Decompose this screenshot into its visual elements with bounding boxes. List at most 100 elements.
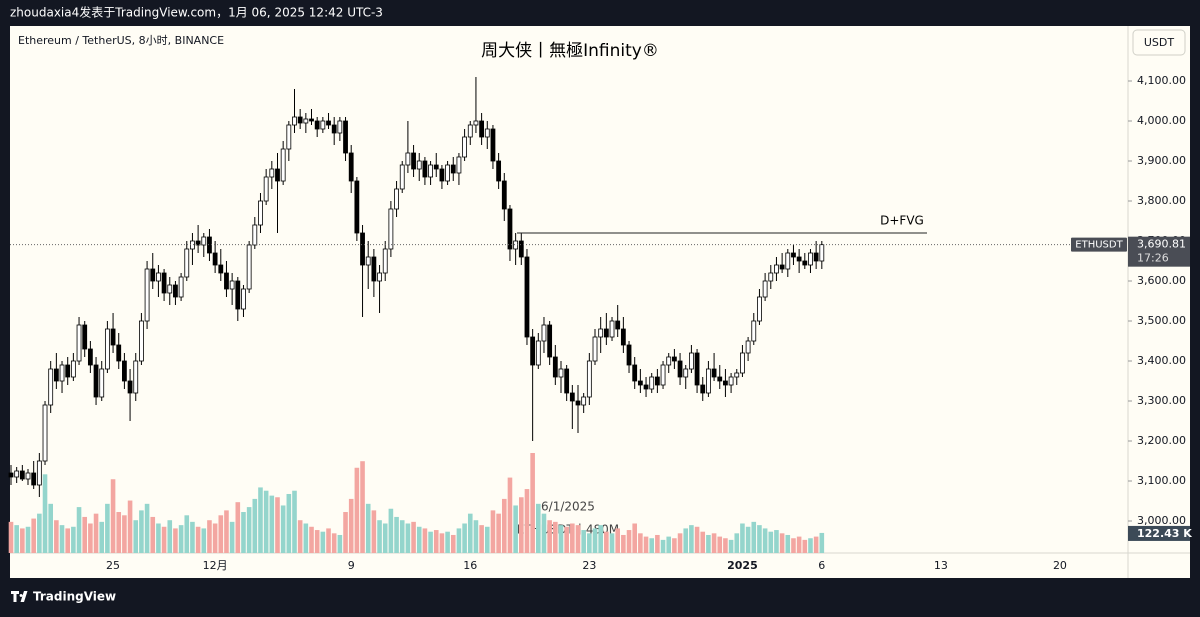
- volume-bar: [275, 497, 280, 553]
- volume-bar: [190, 521, 195, 553]
- volume-bar: [377, 520, 382, 553]
- volume-bar: [99, 521, 105, 553]
- volume-bar: [365, 503, 371, 553]
- volume-bar: [258, 487, 263, 553]
- candle-body: [740, 352, 745, 374]
- footer-brand: TradingView: [33, 590, 116, 604]
- volume-bar: [433, 530, 439, 553]
- volume-bar: [54, 520, 59, 553]
- currency-label: USDT: [1144, 36, 1175, 49]
- volume-bar: [110, 479, 116, 553]
- candle-body: [581, 396, 587, 406]
- volume-bar: [31, 518, 36, 553]
- volume-bar: [808, 538, 813, 553]
- volume-bar: [212, 523, 218, 553]
- candle-body: [637, 380, 643, 386]
- volume-bar: [706, 534, 711, 553]
- volume-bar: [632, 523, 637, 553]
- candle-body: [241, 288, 246, 310]
- volume-bar: [779, 533, 785, 553]
- volume-bar: [745, 526, 751, 553]
- currency-button[interactable]: [1132, 29, 1186, 56]
- y-tick-label: 3,200.00: [1137, 434, 1186, 447]
- candle-body: [484, 128, 490, 138]
- volume-bar: [450, 534, 456, 553]
- candle-body: [445, 164, 450, 182]
- candle-body: [785, 252, 791, 270]
- candle-body: [127, 380, 133, 394]
- candle-body: [354, 180, 360, 234]
- candle-body: [467, 124, 473, 138]
- volume-bar: [734, 533, 740, 553]
- candle-body: [87, 348, 93, 366]
- candle-body: [694, 352, 700, 386]
- volume-bar: [246, 507, 252, 553]
- candle-body: [706, 368, 711, 394]
- volume-bar: [48, 503, 53, 553]
- candle-body: [269, 168, 275, 178]
- candle-body: [654, 376, 660, 386]
- ticker-tag: [1071, 237, 1127, 252]
- candle-body: [813, 252, 819, 262]
- y-tick-label: 3,100.00: [1137, 474, 1186, 487]
- y-tick-label: 3,600.00: [1137, 274, 1186, 287]
- volume-bar: [536, 503, 541, 553]
- volume-bar: [156, 523, 161, 553]
- volume-bar: [711, 533, 717, 553]
- volume-bar: [207, 520, 212, 553]
- candle-body: [530, 336, 536, 366]
- volume-bar: [201, 528, 207, 553]
- candle-body: [394, 188, 399, 210]
- volume-bar: [694, 526, 700, 553]
- volume-bar: [320, 531, 326, 553]
- candle-body: [411, 152, 416, 170]
- volume-bar: [411, 521, 416, 553]
- candle-body: [643, 384, 649, 390]
- volume-bar: [354, 467, 360, 553]
- volume-bar: [229, 521, 235, 553]
- symbol-info: Ethereum / TetherUS, 8小时, BINANCE: [18, 34, 224, 47]
- x-tick-label: 25: [106, 559, 120, 572]
- candle-body: [31, 472, 37, 486]
- volume-bar: [689, 525, 694, 553]
- y-tick-label: 3,400.00: [1137, 354, 1186, 367]
- candle-body: [8, 472, 14, 478]
- candle-body: [479, 120, 485, 138]
- candle-body: [439, 168, 445, 182]
- candle-body: [564, 368, 570, 394]
- volume-bar: [280, 505, 286, 553]
- candle-body: [473, 120, 479, 126]
- candle-body: [660, 364, 666, 386]
- candle-body: [496, 160, 502, 182]
- candle-body: [405, 152, 411, 166]
- volume-bar: [666, 536, 672, 553]
- fvg-label: D+FVG: [880, 214, 924, 228]
- candle-body: [450, 164, 456, 174]
- candle-body: [48, 368, 54, 406]
- volume-bar: [740, 523, 745, 553]
- volume-bar: [371, 510, 377, 553]
- candle-body: [377, 272, 382, 282]
- volume-bar: [326, 528, 331, 553]
- volume-bar: [263, 490, 269, 553]
- candle-body: [700, 384, 706, 394]
- volume-bar: [513, 505, 518, 553]
- volume-bar: [439, 533, 445, 553]
- candle-body: [717, 376, 723, 382]
- candle-body: [808, 252, 813, 266]
- candle-body: [224, 272, 229, 290]
- volume-bar: [456, 528, 462, 553]
- x-tick-label: 16: [463, 559, 477, 572]
- volume-bar: [592, 528, 598, 553]
- candle-body: [70, 360, 76, 378]
- volume-bar: [785, 534, 791, 553]
- candle-body: [757, 296, 762, 322]
- volume-bar: [195, 526, 201, 553]
- candle-body: [14, 470, 20, 478]
- candle-body: [280, 148, 286, 182]
- volume-bar: [467, 513, 473, 553]
- last-price-box: [1128, 236, 1190, 267]
- volume-bar: [802, 539, 808, 553]
- x-tick-label: 13: [934, 559, 948, 572]
- candle-body: [286, 124, 292, 150]
